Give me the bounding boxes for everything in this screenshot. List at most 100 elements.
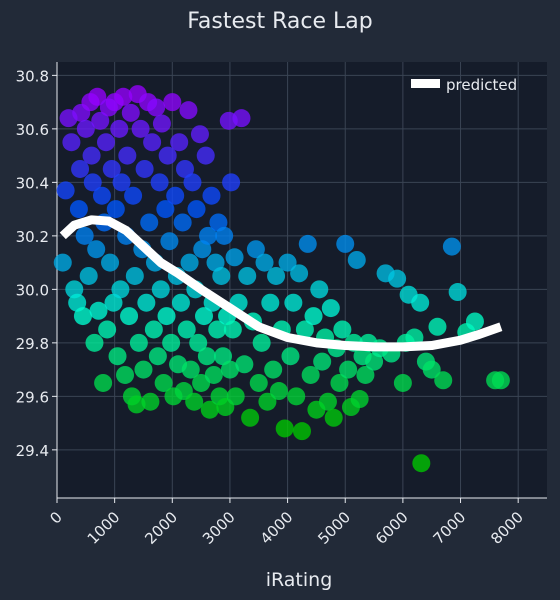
- scatter-point: [140, 213, 159, 232]
- scatter-point: [295, 320, 314, 339]
- scatter-point: [267, 266, 286, 285]
- y-tick-label: 30.0: [16, 281, 49, 299]
- x-tick-label: 4000: [257, 508, 297, 548]
- scatter-point: [187, 200, 206, 219]
- y-tick-label: 30.4: [16, 174, 49, 192]
- scatter-point: [175, 159, 194, 178]
- scatter-point: [79, 266, 98, 285]
- scatter-point: [241, 408, 260, 427]
- scatter-point: [181, 360, 200, 379]
- scatter-point: [339, 360, 358, 379]
- scatter-point: [98, 320, 117, 339]
- scatter-point: [223, 320, 242, 339]
- y-tick-label: 30.2: [16, 228, 49, 246]
- scatter-points: [53, 85, 510, 473]
- scatter-point: [147, 98, 166, 117]
- scatter-point: [97, 133, 115, 152]
- scatter-point: [200, 400, 219, 419]
- scatter-point: [108, 347, 127, 366]
- scatter-point: [301, 365, 320, 384]
- scatter-point: [232, 109, 251, 128]
- x-tick-label: 8000: [487, 508, 527, 548]
- scatter-point: [215, 226, 234, 245]
- scatter-point: [298, 234, 317, 253]
- scatter-point: [290, 264, 309, 283]
- x-tick-label: 3000: [199, 508, 239, 548]
- scatter-point: [134, 360, 153, 379]
- x-axis-label: iRating: [266, 569, 333, 591]
- scatter-point: [62, 133, 81, 152]
- scatter-point: [318, 392, 337, 411]
- scatter-point: [252, 333, 271, 352]
- scatter-point: [321, 299, 340, 318]
- scatter-point: [284, 293, 303, 312]
- scatter-point: [125, 266, 144, 285]
- scatter-point: [356, 365, 375, 384]
- scatter-point: [114, 87, 133, 106]
- scatter-point: [287, 387, 306, 406]
- x-tick-label: 0: [46, 508, 65, 527]
- y-axis: 29.4 29.6 29.8 30.0 30.2 30.4 30.6 30.8: [16, 62, 58, 498]
- scatter-point: [150, 173, 169, 192]
- y-tick-label: 30.8: [16, 67, 49, 85]
- scatter-point: [148, 347, 167, 366]
- scatter-point: [199, 226, 218, 245]
- scatter-point: [293, 422, 311, 441]
- scatter-point: [393, 373, 412, 392]
- scatter-point: [127, 395, 146, 414]
- scatter-point: [412, 454, 431, 473]
- scatter-point: [131, 119, 150, 138]
- x-tick-label: 6000: [372, 508, 412, 548]
- scatter-point: [157, 307, 176, 326]
- y-tick-label: 30.6: [16, 121, 49, 139]
- scatter-point: [116, 365, 135, 384]
- x-tick-label: 1000: [84, 508, 124, 548]
- scatter-point: [185, 392, 204, 411]
- scatter-point: [124, 186, 143, 205]
- scatter-point: [333, 320, 352, 339]
- scatter-point: [190, 125, 209, 144]
- scatter-point: [141, 392, 160, 411]
- scatter-point: [281, 347, 300, 366]
- scatter-point: [106, 200, 125, 219]
- scatter-point: [196, 146, 215, 165]
- x-tick-label: 2000: [141, 508, 181, 548]
- scatter-point: [428, 317, 447, 336]
- scatter-point: [94, 373, 113, 392]
- x-tick-label: 7000: [430, 508, 470, 548]
- scatter-point: [422, 360, 441, 379]
- scatter-point: [69, 200, 88, 219]
- scatter-point: [180, 253, 199, 272]
- scatter-point: [71, 159, 90, 178]
- scatter-point: [261, 293, 280, 312]
- scatter-point: [310, 280, 329, 299]
- x-tick-label: 5000: [314, 508, 354, 548]
- scatter-point: [255, 253, 274, 272]
- scatter-point: [152, 114, 171, 133]
- scatter-point: [269, 382, 288, 401]
- scatter-point: [75, 226, 94, 245]
- scatter-point: [56, 181, 75, 200]
- scatter-point: [110, 119, 129, 138]
- scatter-point: [87, 240, 106, 259]
- predicted-line: [59, 215, 503, 352]
- scatter-point: [204, 365, 223, 384]
- scatter-point: [102, 159, 121, 178]
- scatter-point: [264, 360, 283, 379]
- scatter-point: [151, 280, 170, 299]
- scatter-point: [214, 347, 233, 366]
- scatter-point: [350, 390, 369, 409]
- scatter-point: [225, 248, 244, 267]
- scatter-point: [85, 333, 104, 352]
- scatter-point: [330, 373, 349, 392]
- y-tick-label: 29.6: [16, 388, 49, 406]
- scatter-point: [465, 312, 484, 331]
- scatter-point: [222, 173, 241, 192]
- scatter-point: [88, 87, 107, 106]
- scatter-point: [220, 360, 239, 379]
- scatter-point: [442, 237, 461, 256]
- scatter-point: [166, 186, 185, 205]
- legend: predicted: [411, 76, 517, 94]
- chart-title: Fastest Race Lap: [187, 9, 372, 34]
- scatter-point: [112, 173, 131, 192]
